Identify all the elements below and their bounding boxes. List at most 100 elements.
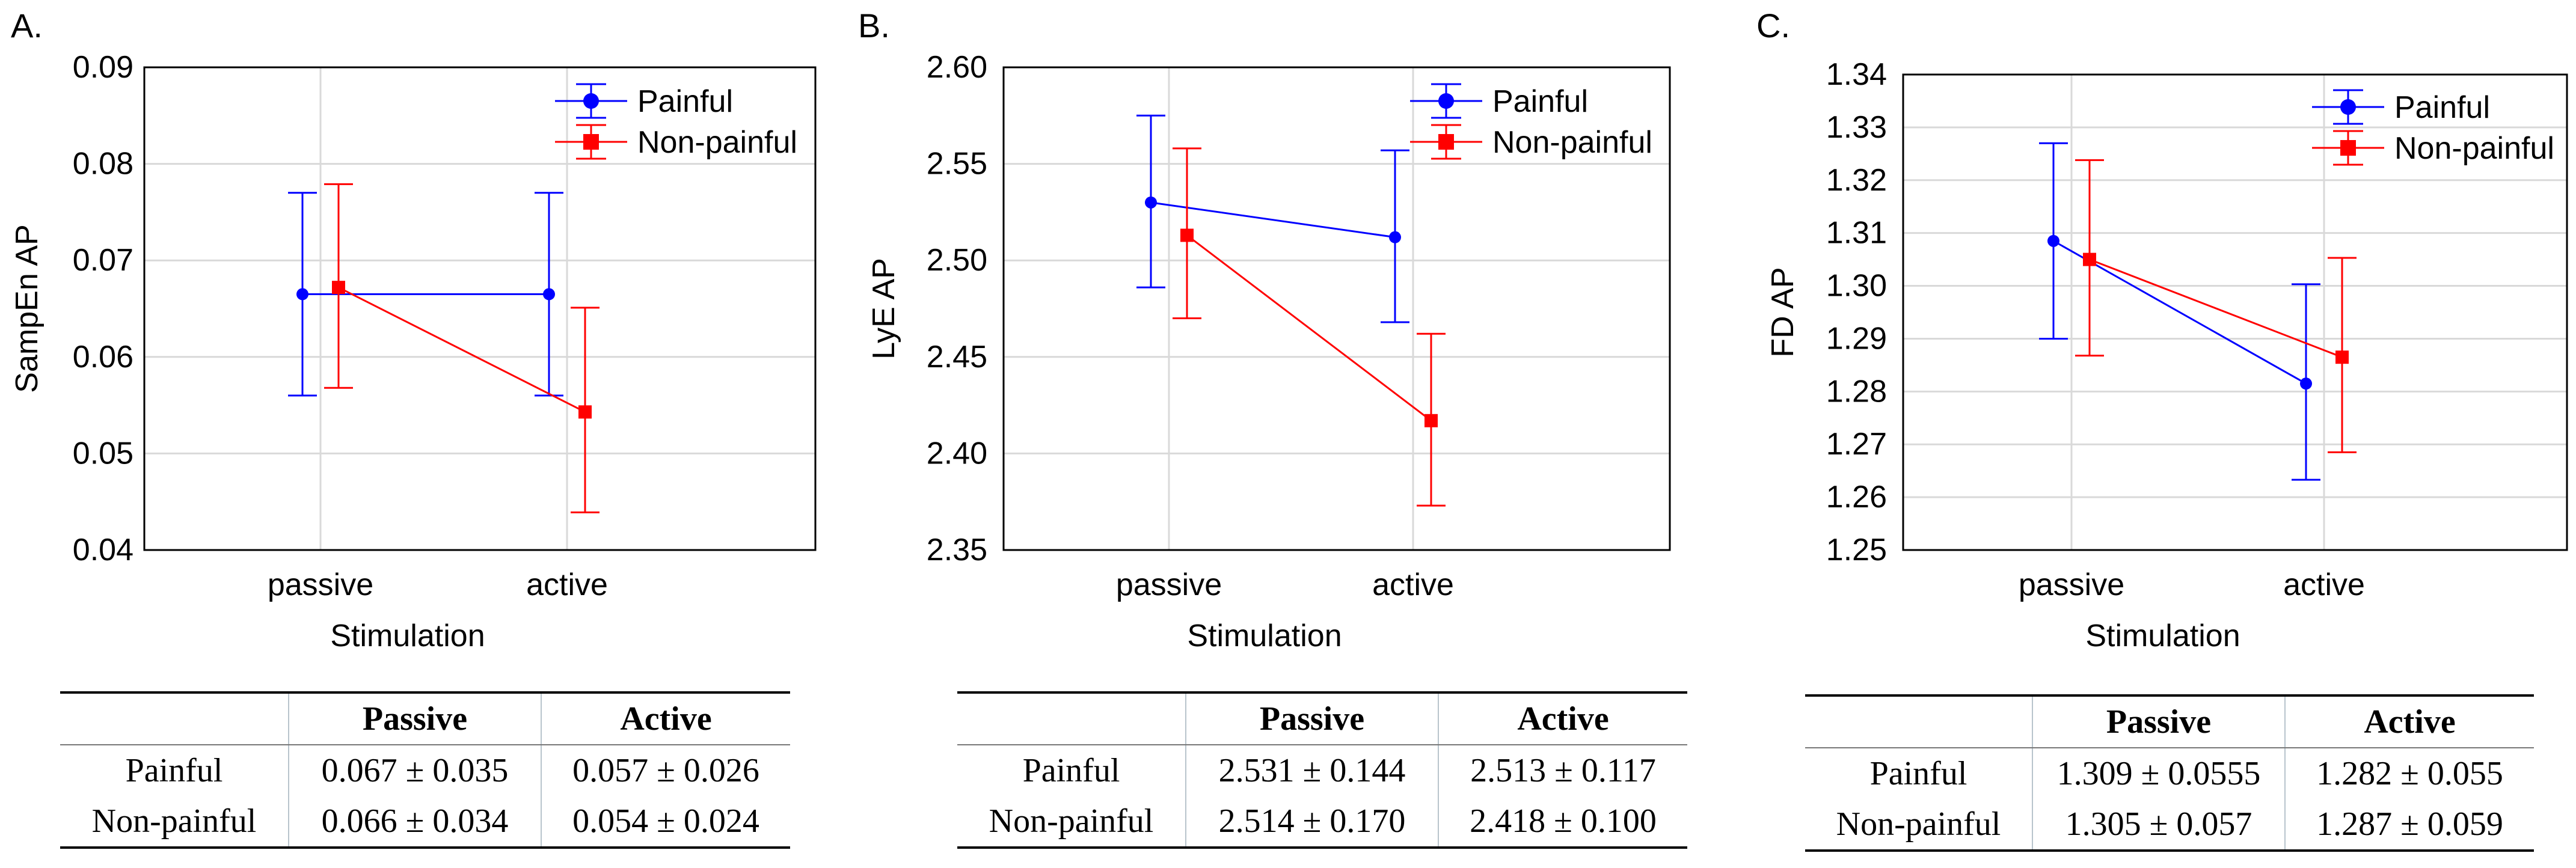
- table-row: Non-painful 1.305 ± 0.057 1.287 ± 0.059: [1805, 799, 2534, 852]
- y-tick-label: 0.09: [73, 50, 133, 85]
- table-row: Painful 1.309 ± 0.0555 1.282 ± 0.055: [1805, 748, 2534, 799]
- y-tick-label: 2.60: [927, 50, 987, 85]
- y-tick-label: 1.26: [1826, 480, 1887, 515]
- x-tick-label: passive: [2019, 567, 2124, 602]
- table-cell: 2.418 ± 0.100: [1438, 796, 1687, 849]
- y-tick-label: 1.28: [1826, 374, 1887, 409]
- y-axis-title: LyE AP: [866, 258, 901, 359]
- y-tick-label: 1.30: [1826, 269, 1887, 304]
- y-tick-label: 1.27: [1826, 427, 1887, 462]
- series-line-non-painful: [338, 286, 586, 413]
- panel-2: B. 2.35 2.40 2.45 2.50 2.55 2.60 passive active S…: [858, 7, 1671, 653]
- data-point-painful: [1389, 231, 1401, 243]
- y-tick-label: 1.34: [1826, 57, 1887, 92]
- table-row: Painful 2.531 ± 0.144 2.513 ± 0.117: [957, 745, 1687, 796]
- table-header-cell: [1805, 694, 2032, 748]
- series-line-non-painful: [1186, 234, 1432, 421]
- table-row: Painful 0.067 ± 0.035 0.057 ± 0.026: [60, 745, 790, 796]
- legend-marker: [1438, 93, 1454, 109]
- table-cell: 0.057 ± 0.026: [541, 745, 790, 796]
- legend-label: Non-painful: [1492, 125, 1652, 160]
- y-tick-label: 2.50: [927, 243, 987, 278]
- stats-table-3: Passive Active Painful 1.309 ± 0.0555 1.282 …: [1805, 694, 2534, 852]
- stats-table-2: Passive Active Painful 2.531 ± 0.144 2.513 ±…: [957, 691, 1687, 849]
- x-tick-label: passive: [268, 567, 373, 602]
- y-tick-label: 0.06: [73, 340, 133, 374]
- x-axis-title: Stimulation: [2085, 619, 2240, 653]
- legend-label: Non-painful: [637, 125, 797, 160]
- data-point-painful: [543, 288, 555, 301]
- legend-label: Painful: [637, 84, 733, 119]
- legend-marker: [583, 134, 599, 150]
- y-tick-label: 1.29: [1826, 321, 1887, 356]
- table-header-cell: Active: [541, 691, 790, 745]
- stats-table-1: Passive Active Painful 0.067 ± 0.035 0.057 ±…: [60, 691, 790, 849]
- table-cell: Non-painful: [1805, 799, 2032, 852]
- legend-marker: [1438, 134, 1454, 150]
- legend-marker: [2340, 99, 2356, 115]
- legend-label: Painful: [1492, 84, 1588, 119]
- table-cell: 0.054 ± 0.024: [541, 796, 790, 849]
- y-tick-label: 1.31: [1826, 216, 1887, 251]
- table-cell: 2.513 ± 0.117: [1438, 745, 1687, 796]
- x-tick-label: active: [1372, 567, 1454, 602]
- y-tick-label: 2.40: [927, 436, 987, 471]
- legend-item-non-painful: Non-painful: [2312, 130, 2554, 166]
- series-line-painful: [1150, 201, 1396, 239]
- legend-marker: [2340, 140, 2356, 156]
- table-header-cell: [60, 691, 289, 745]
- data-point-non-painful: [332, 281, 345, 295]
- table-cell: Non-painful: [60, 796, 289, 849]
- table-header-cell: Active: [2284, 694, 2534, 748]
- table-cell: 1.309 ± 0.0555: [2032, 748, 2285, 799]
- y-tick-label: 2.35: [927, 533, 987, 567]
- table-header-cell: Active: [1438, 691, 1687, 745]
- table-header-cell: Passive: [1185, 691, 1438, 745]
- y-axis-title: FD AP: [1765, 267, 1800, 357]
- plot-frame: [1002, 66, 1671, 551]
- y-tick-label: 0.08: [73, 147, 133, 182]
- table-cell: 0.066 ± 0.034: [288, 796, 541, 849]
- y-tick-label: 0.04: [73, 533, 133, 567]
- table-header-cell: [957, 691, 1186, 745]
- legend-item-painful: Painful: [1410, 83, 1588, 119]
- y-tick-label: 2.45: [927, 340, 987, 374]
- legend-label: Non-painful: [2394, 131, 2554, 166]
- y-tick-label: 0.05: [73, 436, 133, 471]
- data-point-non-painful: [578, 405, 592, 419]
- x-tick-label: active: [2283, 567, 2365, 602]
- data-point-non-painful: [1180, 228, 1194, 242]
- panel-label: A.: [11, 7, 43, 44]
- table-row: Non-painful 2.514 ± 0.170 2.418 ± 0.100: [957, 796, 1687, 849]
- y-axis-title: SampEn AP: [10, 224, 44, 393]
- panel-3: C. 1.25 1.26 1.27 1.28 1.29 1.30 1.31 1.32 1.33 1.…: [1756, 7, 2568, 653]
- x-axis-title: Stimulation: [1187, 619, 1342, 653]
- plot-frame: [1902, 73, 2568, 551]
- table-cell: 1.305 ± 0.057: [2032, 799, 2285, 852]
- panel-label: B.: [858, 7, 890, 44]
- legend-item-painful: Painful: [2312, 89, 2490, 125]
- table-cell: Non-painful: [957, 796, 1186, 849]
- table-header-row: Passive Active: [1805, 694, 2534, 748]
- legend-item-painful: Painful: [555, 83, 733, 119]
- legend-label: Painful: [2394, 90, 2490, 125]
- table-cell: 1.282 ± 0.055: [2284, 748, 2534, 799]
- table-cell: Painful: [125, 752, 223, 789]
- data-point-painful: [2047, 234, 2059, 247]
- plot-frame: [143, 66, 817, 551]
- table-header-row: Passive Active: [60, 691, 790, 745]
- table-header-cell: Passive: [288, 691, 541, 745]
- y-tick-label: 1.25: [1826, 533, 1887, 567]
- panel-label: C.: [1756, 7, 1790, 44]
- legend-marker: [583, 93, 599, 109]
- series-line-non-painful: [2089, 258, 2343, 358]
- table-cell: 0.067 ± 0.035: [288, 745, 541, 796]
- x-axis-title: Stimulation: [330, 619, 485, 653]
- table-cell: Painful: [1869, 755, 1967, 792]
- table-cell: 2.531 ± 0.144: [1185, 745, 1438, 796]
- table-cell: 1.287 ± 0.059: [2284, 799, 2534, 852]
- data-point-painful: [2300, 377, 2312, 390]
- data-point-non-painful: [2335, 350, 2349, 364]
- y-tick-label: 1.32: [1826, 163, 1887, 198]
